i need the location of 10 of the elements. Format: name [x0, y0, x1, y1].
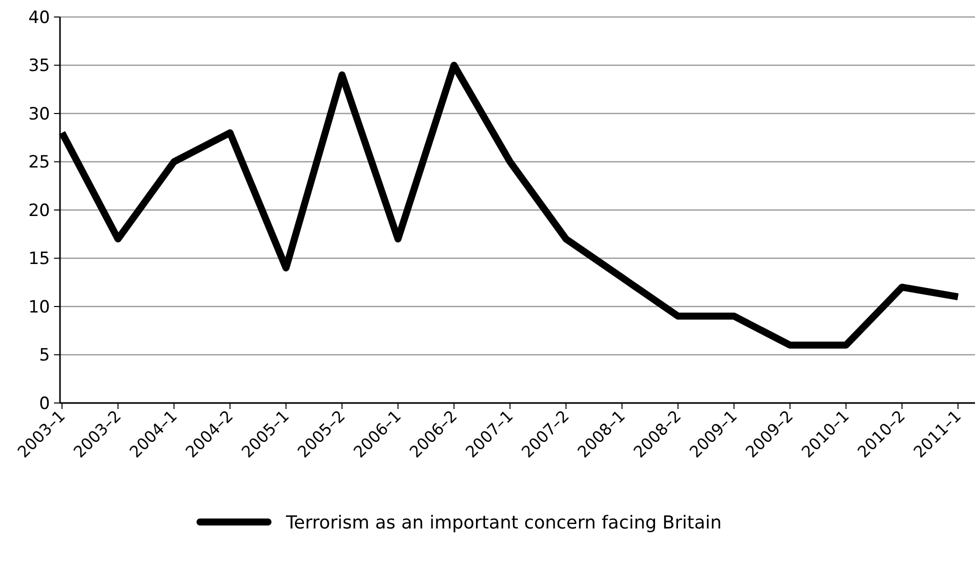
y-tick-label: 40 — [28, 8, 50, 28]
y-tick-label: 20 — [28, 200, 50, 221]
y-tick-label: 35 — [28, 56, 50, 76]
y-tick-label: 5 — [39, 346, 50, 366]
legend-label: Terrorism as an important concern facing Britain — [285, 512, 722, 534]
y-tick-label: 0 — [39, 394, 50, 414]
y-tick-label: 15 — [28, 249, 50, 270]
y-tick-label: 10 — [28, 297, 50, 318]
y-tick-label: 30 — [28, 104, 50, 124]
y-tick-label: 25 — [28, 152, 50, 173]
